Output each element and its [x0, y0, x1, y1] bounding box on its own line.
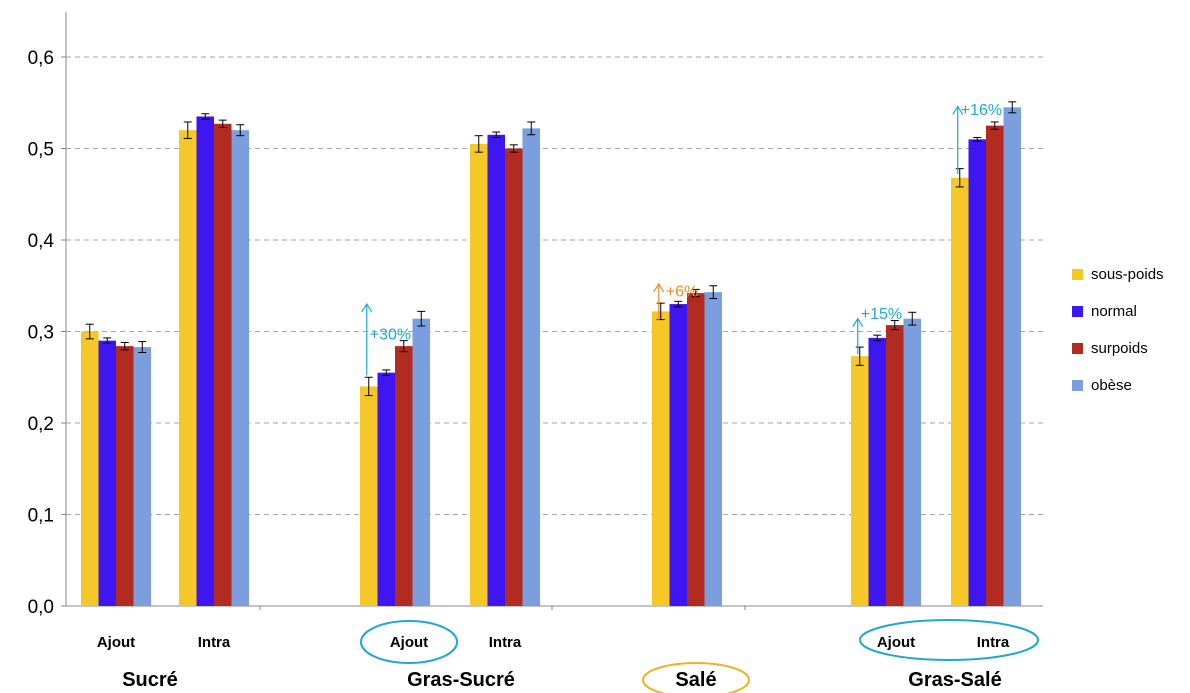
bar — [360, 386, 378, 606]
x-tick-label: Intra — [489, 634, 522, 651]
x-tick-label: Ajout — [390, 634, 428, 651]
x-tick-label: Ajout — [97, 634, 135, 651]
bar — [487, 134, 505, 606]
legend-swatch — [1072, 379, 1083, 391]
x-tick-label: Intra — [977, 634, 1010, 651]
bar — [470, 143, 488, 607]
annotation-arrowhead — [852, 317, 864, 328]
bar — [687, 293, 705, 606]
bar — [196, 116, 214, 606]
bar — [704, 292, 722, 606]
legend-item: surpoids — [1072, 338, 1182, 358]
bar — [395, 346, 413, 606]
y-tick-label: 0,1 — [28, 506, 54, 527]
annotation-label: +16% — [961, 102, 1002, 119]
annotation-label: +6% — [666, 283, 698, 300]
y-tick-label: 0,5 — [28, 140, 54, 161]
x-tick-label: Ajout — [877, 634, 915, 651]
legend-item: normal — [1072, 301, 1182, 321]
legend-label: surpoids — [1091, 339, 1148, 357]
bar — [669, 304, 687, 606]
bar — [652, 311, 670, 606]
y-tick-label: 0,0 — [28, 597, 54, 618]
y-tick-label: 0,3 — [28, 323, 54, 344]
legend-label: normal — [1091, 302, 1137, 320]
legend-item: obèse — [1072, 375, 1182, 395]
y-tick-label: 0,6 — [28, 48, 54, 69]
y-tick-label: 0,4 — [28, 231, 55, 252]
bar — [214, 123, 232, 607]
bar — [868, 337, 886, 606]
bar — [1003, 107, 1021, 606]
legend-label: sous-poids — [1091, 265, 1164, 283]
legend: sous-poids normal surpoids obèse — [1072, 264, 1182, 412]
highlight-ellipse — [859, 619, 1039, 661]
annotation-label: +15% — [861, 306, 902, 323]
bar — [412, 318, 430, 606]
bar — [81, 331, 99, 606]
bar — [179, 130, 197, 606]
bar — [377, 372, 395, 606]
bar — [505, 148, 523, 606]
bar — [231, 130, 249, 606]
legend-swatch — [1072, 268, 1083, 280]
annotation-arrowhead — [952, 105, 964, 115]
legend-swatch — [1072, 305, 1083, 317]
x-tick-label: Intra — [198, 634, 231, 651]
y-tick-label: 0,2 — [28, 414, 54, 435]
group-label: Salé — [675, 669, 716, 691]
bar — [886, 325, 904, 606]
group-label: Gras-Salé — [908, 669, 1001, 691]
bar — [986, 125, 1004, 606]
group-label: Gras-Sucré — [407, 669, 515, 691]
bar — [903, 318, 921, 606]
annotation-arrowhead — [361, 302, 373, 313]
group-label: Sucré — [122, 669, 178, 691]
legend-item: sous-poids — [1072, 264, 1182, 284]
highlight-ellipse — [360, 620, 458, 664]
bar — [522, 128, 540, 606]
annotation-arrowhead — [653, 282, 665, 293]
annotation-label: +30% — [370, 326, 411, 343]
bar — [116, 346, 134, 606]
bar — [98, 340, 116, 606]
legend-swatch — [1072, 342, 1083, 354]
highlight-ellipse — [642, 662, 750, 693]
legend-label: obèse — [1091, 376, 1132, 394]
bar — [133, 347, 151, 606]
bar — [968, 139, 986, 606]
bar — [951, 177, 969, 606]
bar — [851, 356, 869, 606]
